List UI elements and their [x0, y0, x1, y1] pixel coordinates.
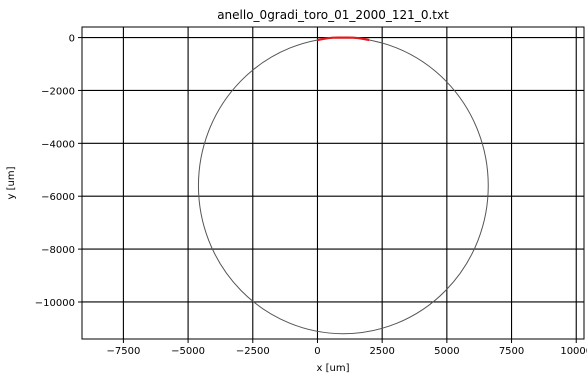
grid	[82, 27, 584, 339]
y-tick-label: −10000	[35, 298, 75, 309]
y-tick-label: −8000	[41, 245, 75, 256]
y-tick-label: −2000	[41, 86, 75, 97]
x-tick-label: 0	[314, 346, 320, 357]
x-tick-label: 5000	[434, 346, 459, 357]
x-tick-label: 2500	[369, 346, 394, 357]
y-tick-label: 0	[69, 34, 75, 45]
x-tick-label: −7500	[106, 346, 140, 357]
chart-title: anello_0gradi_toro_01_2000_121_0.txt	[217, 8, 449, 22]
y-tick-label: −4000	[41, 139, 75, 150]
highlight-arc	[317, 36, 370, 42]
x-tick-label: −2500	[236, 346, 270, 357]
x-axis-label: x [um]	[317, 363, 350, 374]
x-tick-label: 10000	[560, 346, 587, 357]
x-tick-label: −5000	[171, 346, 205, 357]
y-axis: 0 −2000 −4000 −6000 −8000 −10000	[35, 34, 82, 309]
x-axis: −7500 −5000 −2500 0 2500 5000 7500 10000	[106, 339, 587, 357]
x-tick-label: 7500	[499, 346, 524, 357]
y-tick-label: −6000	[41, 192, 75, 203]
series-layer	[197, 36, 489, 335]
plot-area	[81, 26, 585, 340]
y-axis-label: y [um]	[6, 166, 17, 199]
